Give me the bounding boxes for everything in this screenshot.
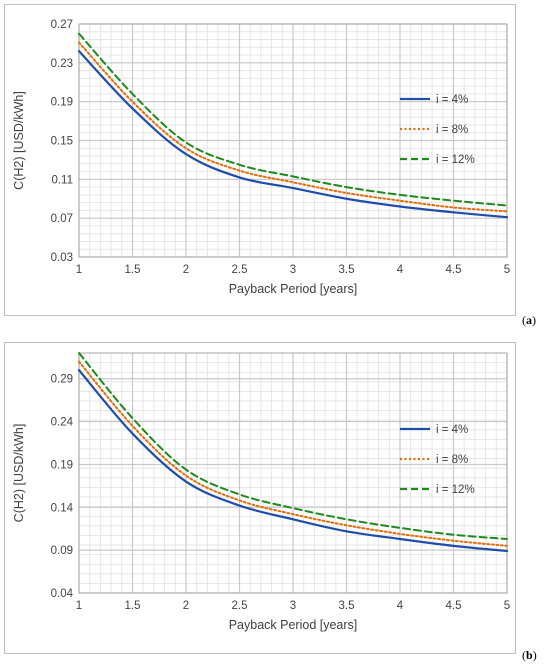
- panel-b-frame: 1 1.5 2 2.5 3 3.5 4 4.5 5 0.04 0.09 0.14 0.19 0.24 0.2…: [4, 342, 516, 654]
- chart-a-xtick-label: 5: [504, 264, 510, 276]
- chart-b-series-line-1: [77, 369, 509, 553]
- chart-a-ytick-label: 0.03: [51, 252, 73, 264]
- chart-b-legend-label-2: i = 8%: [436, 454, 468, 466]
- chart-a-legend-label-3: i = 12%: [436, 154, 475, 166]
- chart-a-ylabel: C(H2) [USD/kWh]: [12, 91, 26, 190]
- chart-b-xtick-label: 3.5: [339, 600, 355, 612]
- chart-b-xtick-label: 1: [76, 600, 82, 612]
- panel-b-tag: (b): [522, 648, 537, 662]
- chart-b-ytick-label: 0.19: [51, 459, 73, 471]
- chart-b-plot-border: [78, 352, 508, 594]
- chart-b-ytick-label: 0.24: [51, 417, 74, 429]
- chart-b-ylabel: C(H2) [USD/kWh]: [12, 424, 26, 523]
- chart-a-major-grid: [78, 23, 508, 258]
- chart-a-xtick-label: 2.5: [232, 264, 248, 276]
- chart-a-series-line-2: [78, 41, 508, 213]
- chart-a-xtick-label: 3.5: [339, 264, 355, 276]
- chart-b-xtick-label: 2.5: [232, 600, 248, 612]
- chart-a-series-line-1: [77, 50, 509, 219]
- panel-a-frame: 1 1.5 2 2.5 3 3.5 4 4.5 5 0.03 0.07 0.11 0.15 0.19 0.2…: [4, 4, 516, 316]
- chart-a-xtick-label: 3: [290, 264, 296, 276]
- chart-a-xlabel: Payback Period [years]: [229, 282, 358, 296]
- chart-b-xtick-label: 3: [290, 600, 296, 612]
- chart-b-xlabel: Payback Period [years]: [229, 618, 358, 632]
- chart-b-legend-label-1: i = 4%: [436, 424, 468, 436]
- chart-a-ytick-label: 0.11: [51, 174, 73, 186]
- chart-b-xtick-label: 2: [183, 600, 189, 612]
- chart-a: 1 1.5 2 2.5 3 3.5 4 4.5 5 0.03 0.07 0.11 0.15 0.19 0.2…: [12, 19, 510, 296]
- chart-a-ytick-label: 0.23: [51, 58, 73, 70]
- panel-b: 1 1.5 2 2.5 3 3.5 4 4.5 5 0.04 0.09 0.14 0.19 0.24 0.2…: [0, 334, 550, 668]
- chart-a-series-line-3: [78, 32, 508, 207]
- chart-a-ytick-label: 0.19: [51, 97, 73, 109]
- chart-a-ytick-label: 0.07: [51, 213, 73, 225]
- chart-a-xtick-label: 2: [183, 264, 189, 276]
- chart-a-xtick-label: 1: [76, 264, 82, 276]
- chart-a-xtick-label: 1.5: [125, 264, 141, 276]
- chart-a-legend: i = 4% i = 8% i = 12%: [400, 94, 475, 166]
- chart-b-series-line-3: [78, 352, 508, 540]
- chart-a-ytick-label: 0.15: [51, 136, 73, 148]
- chart-a-legend-label-2: i = 8%: [436, 124, 468, 136]
- chart-b-series-line-2: [78, 360, 508, 547]
- chart-b-ytick-label: 0.04: [51, 588, 74, 600]
- chart-a-plot-border: [78, 23, 508, 258]
- panel-a-label: a: [526, 313, 532, 327]
- chart-b-ytick-label: 0.09: [51, 545, 73, 557]
- panel-b-label: b: [526, 648, 533, 662]
- chart-b-legend-label-3: i = 12%: [436, 484, 475, 496]
- panel-a-tag: (a): [522, 313, 536, 327]
- chart-b-ytick-label: 0.29: [51, 374, 73, 386]
- chart-b-legend: i = 4% i = 8% i = 12%: [400, 424, 475, 496]
- chart-a-xtick-label: 4.5: [446, 264, 462, 276]
- chart-b-xtick-label: 1.5: [125, 600, 141, 612]
- chart-b-xtick-label: 4: [397, 600, 404, 612]
- chart-b: 1 1.5 2 2.5 3 3.5 4 4.5 5 0.04 0.09 0.14 0.19 0.24 0.2…: [12, 352, 510, 632]
- chart-b-xtick-label: 4.5: [446, 600, 462, 612]
- chart-b-ytick-label: 0.14: [51, 502, 74, 514]
- chart-a-legend-label-1: i = 4%: [436, 94, 468, 106]
- chart-a-xtick-label: 4: [397, 264, 404, 276]
- panel-a: 1 1.5 2 2.5 3 3.5 4 4.5 5 0.03 0.07 0.11 0.15 0.19 0.2…: [4, 4, 536, 327]
- chart-b-xtick-label: 5: [504, 600, 510, 612]
- chart-a-ytick-label: 0.27: [51, 19, 73, 31]
